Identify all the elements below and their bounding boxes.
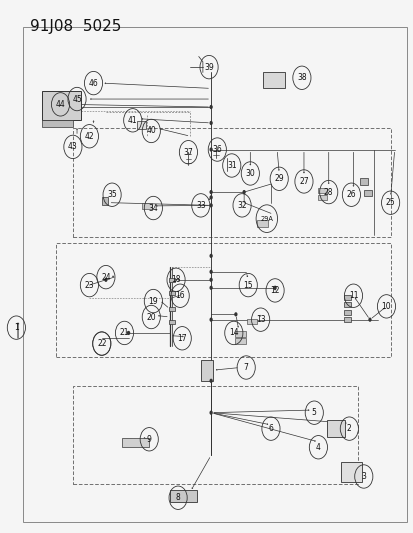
Text: 22: 22 bbox=[97, 339, 106, 348]
Text: 5: 5 bbox=[311, 408, 316, 417]
Circle shape bbox=[209, 190, 212, 194]
Text: 23: 23 bbox=[84, 280, 94, 289]
Text: 1: 1 bbox=[14, 323, 19, 332]
Text: 46: 46 bbox=[88, 78, 98, 87]
Text: 7: 7 bbox=[243, 363, 248, 372]
Bar bbox=[256, 220, 268, 227]
Bar bbox=[318, 188, 326, 193]
Bar bbox=[343, 302, 350, 307]
Text: 2: 2 bbox=[346, 424, 351, 433]
Text: 16: 16 bbox=[175, 291, 185, 300]
Bar bbox=[102, 197, 108, 205]
Text: 45: 45 bbox=[72, 94, 82, 103]
Text: 24: 24 bbox=[101, 273, 110, 281]
Bar bbox=[56, 243, 390, 357]
Bar bbox=[168, 291, 175, 295]
Bar bbox=[262, 72, 285, 88]
Bar bbox=[247, 319, 256, 324]
Circle shape bbox=[104, 278, 107, 282]
Text: 25: 25 bbox=[385, 198, 394, 207]
Circle shape bbox=[273, 286, 276, 290]
Text: 11: 11 bbox=[348, 291, 357, 300]
Circle shape bbox=[242, 190, 245, 194]
Circle shape bbox=[209, 410, 212, 415]
Text: 6: 6 bbox=[268, 424, 273, 433]
Text: 28: 28 bbox=[323, 188, 332, 197]
Circle shape bbox=[209, 254, 212, 258]
Circle shape bbox=[234, 312, 237, 317]
Text: 44: 44 bbox=[55, 100, 65, 109]
Text: 27: 27 bbox=[299, 177, 308, 186]
Circle shape bbox=[209, 286, 212, 290]
Circle shape bbox=[127, 331, 130, 335]
Text: 13: 13 bbox=[255, 315, 265, 324]
Text: 26: 26 bbox=[346, 190, 355, 199]
Bar bbox=[318, 195, 326, 200]
Text: 34: 34 bbox=[148, 204, 158, 213]
Bar bbox=[359, 178, 367, 184]
Bar bbox=[168, 307, 175, 311]
Circle shape bbox=[209, 203, 212, 207]
Text: 14: 14 bbox=[228, 328, 238, 337]
Text: 37: 37 bbox=[183, 148, 193, 157]
Text: 38: 38 bbox=[297, 73, 306, 82]
Circle shape bbox=[209, 270, 212, 274]
Bar bbox=[235, 332, 245, 337]
Text: 9: 9 bbox=[147, 435, 151, 444]
Text: 17: 17 bbox=[177, 334, 187, 343]
Text: 33: 33 bbox=[195, 201, 205, 210]
Bar bbox=[122, 438, 149, 447]
Text: 32: 32 bbox=[237, 201, 246, 210]
Text: 30: 30 bbox=[245, 169, 254, 178]
Text: 91J08  5025: 91J08 5025 bbox=[29, 19, 121, 34]
Text: 20: 20 bbox=[146, 312, 156, 321]
Circle shape bbox=[209, 378, 212, 383]
Bar bbox=[235, 338, 245, 344]
Circle shape bbox=[209, 195, 212, 199]
Bar bbox=[326, 419, 344, 437]
Circle shape bbox=[209, 148, 212, 152]
Circle shape bbox=[209, 278, 212, 282]
Bar bbox=[137, 121, 145, 130]
Bar bbox=[340, 462, 361, 482]
Bar bbox=[200, 360, 213, 381]
Text: 15: 15 bbox=[243, 280, 252, 289]
Text: 43: 43 bbox=[68, 142, 78, 151]
Bar bbox=[343, 310, 350, 314]
Circle shape bbox=[368, 318, 371, 322]
Text: 42: 42 bbox=[84, 132, 94, 141]
Text: 36: 36 bbox=[212, 145, 222, 154]
Bar bbox=[363, 190, 371, 196]
Bar bbox=[168, 320, 175, 325]
Bar bbox=[73, 128, 390, 237]
Bar bbox=[168, 278, 175, 282]
Text: 18: 18 bbox=[171, 275, 180, 284]
Text: 21: 21 bbox=[119, 328, 129, 337]
Circle shape bbox=[209, 105, 212, 109]
Bar bbox=[42, 91, 81, 120]
Text: 35: 35 bbox=[107, 190, 117, 199]
Text: 41: 41 bbox=[128, 116, 137, 125]
Text: 29: 29 bbox=[274, 174, 283, 183]
Text: 3: 3 bbox=[361, 472, 366, 481]
Bar bbox=[169, 490, 196, 502]
Circle shape bbox=[209, 121, 212, 125]
Bar bbox=[343, 295, 350, 300]
Bar bbox=[73, 386, 357, 484]
Text: 12: 12 bbox=[270, 286, 279, 295]
Text: 39: 39 bbox=[204, 63, 214, 71]
Bar bbox=[343, 317, 350, 322]
Text: 29A: 29A bbox=[260, 216, 273, 222]
Text: 10: 10 bbox=[381, 302, 390, 311]
Bar bbox=[142, 203, 152, 209]
Text: 8: 8 bbox=[175, 493, 180, 502]
Text: 40: 40 bbox=[146, 126, 156, 135]
Text: 31: 31 bbox=[226, 161, 236, 170]
Bar bbox=[42, 120, 73, 127]
Text: 19: 19 bbox=[148, 296, 158, 305]
Circle shape bbox=[209, 318, 212, 322]
Text: 4: 4 bbox=[315, 443, 320, 452]
